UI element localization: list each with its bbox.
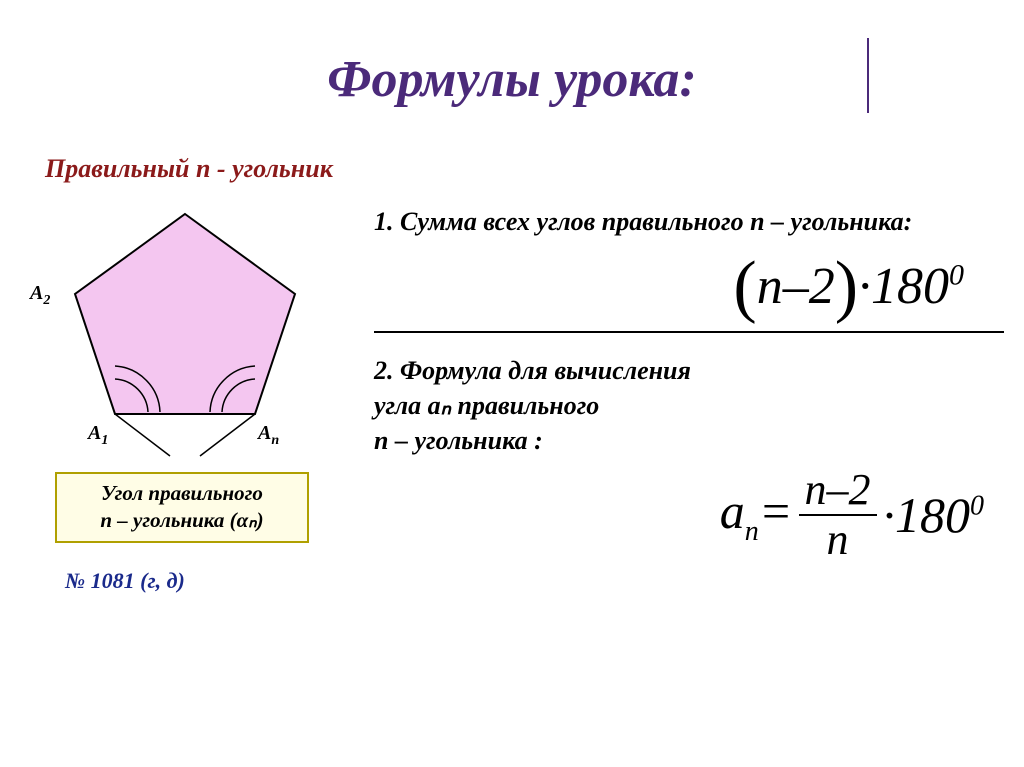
pointer-line xyxy=(200,414,255,456)
title-container: Формулы урока: xyxy=(0,0,1024,109)
point-2-text: 2. Формула для вычисления угла аₙ правил… xyxy=(374,353,1004,458)
angle-box-line2: п – угольника (αₙ) xyxy=(67,507,297,534)
vertex-label-a2: A2 xyxy=(30,282,50,309)
point-1-text: 1. Сумма всех углов правильного п – угол… xyxy=(374,204,1004,239)
pointer-line xyxy=(115,414,170,456)
content-row: A2 A1 An Угол правильного п – угольника … xyxy=(0,204,1024,594)
problem-reference: № 1081 (г, д) xyxy=(65,568,364,594)
right-column: 1. Сумма всех углов правильного п – угол… xyxy=(364,204,1024,594)
angle-box-line1: Угол правильного xyxy=(67,480,297,507)
slide-title: Формулы урока: xyxy=(307,50,716,109)
vertex-label-an: An xyxy=(258,422,279,449)
pentagon-diagram: A2 A1 An xyxy=(30,204,340,464)
pentagon-svg xyxy=(30,204,340,464)
divider-line xyxy=(374,331,1004,333)
pentagon-shape xyxy=(75,214,295,414)
formula-single-angle: an= п–2 п ·1800 xyxy=(720,468,984,562)
formula-1-container: (п–2)·1800 xyxy=(374,247,1004,327)
vertex-label-a1: A1 xyxy=(88,422,108,449)
title-divider xyxy=(867,38,869,113)
fraction: п–2 п xyxy=(799,468,877,562)
slide-subtitle: Правильный п - угольник xyxy=(45,154,1024,184)
formula-2-container: an= п–2 п ·1800 xyxy=(374,468,1004,562)
formula-sum-angles: (п–2)·1800 xyxy=(733,247,964,327)
angle-definition-box: Угол правильного п – угольника (αₙ) xyxy=(55,472,309,543)
left-column: A2 A1 An Угол правильного п – угольника … xyxy=(0,204,364,594)
